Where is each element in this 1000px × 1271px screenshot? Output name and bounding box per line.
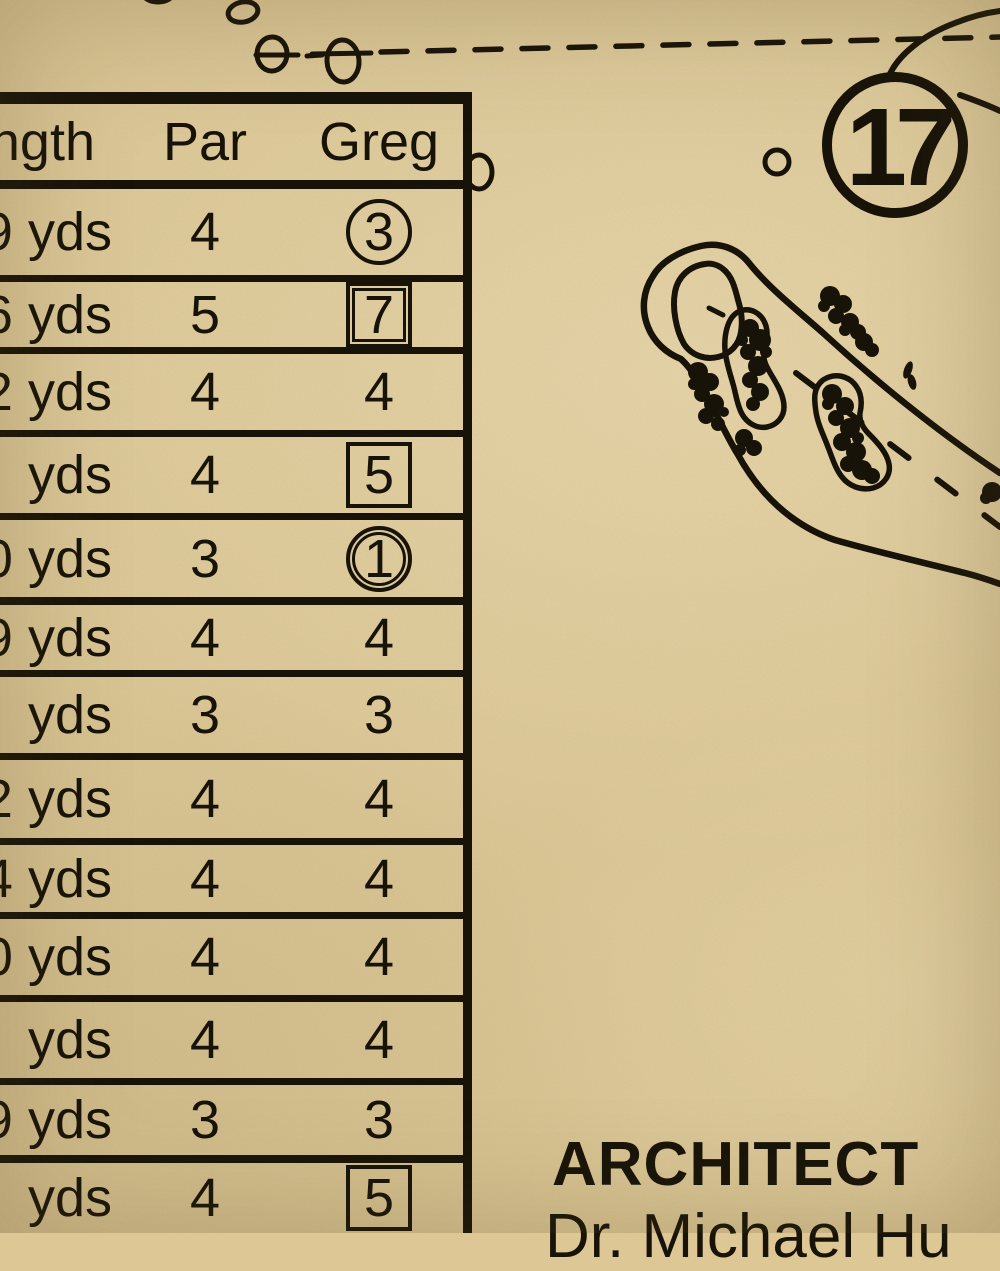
par-cell: 4 [189,927,221,987]
par-cell: 4 [189,362,221,422]
length-cell: 9 yds [0,202,112,262]
table-grid-line [0,597,472,605]
table-row: 0 yds 4 4 [0,919,1000,995]
length-cell: yds [27,685,112,745]
table-grid-line [0,513,472,520]
table-row: 0 yds 3 1 [0,520,1000,597]
length-cell: 0 yds [0,528,112,589]
scorecard-table: ngth Par Greg 9 yds 4 3 6 yds 5 7 2 yds 4 4 yds 4 5… [0,92,1000,1233]
length-cell: 9 yds [0,607,112,668]
par-cell: 4 [189,202,221,262]
score-cell: 5 [346,442,412,508]
table-grid-line [0,1078,472,1085]
table-grid-line [0,912,472,919]
length-cell: yds [27,1168,112,1228]
par-column-header: Par [162,112,248,172]
table-row: 6 yds 5 7 [0,281,1000,348]
score-marker-double-circle: 1 [346,525,412,592]
par-cell: 4 [189,769,221,829]
par-cell: 4 [189,848,221,909]
score-cell: 4 [363,362,395,422]
table-grid-line [0,92,472,104]
table-row: 4 yds 4 4 [0,845,1000,912]
length-cell: yds [27,1010,112,1070]
length-column-header: ngth [0,112,95,172]
table-grid-line [0,838,472,845]
score-marker-circle: 3 [346,199,412,265]
length-cell: yds [27,445,112,505]
length-cell: 2 yds [0,769,112,829]
score-value: 5 [363,1168,395,1228]
length-cell: 2 yds [0,362,112,422]
length-cell: 6 yds [0,284,112,345]
score-marker-double-square: 7 [346,281,412,348]
table-grid-line [0,753,472,760]
table-row: 2 yds 4 4 [0,354,1000,430]
table-grid-line [0,180,472,189]
table-row: yds 3 3 [0,677,1000,753]
length-cell: 4 yds [0,848,112,909]
score-cell: 4 [363,927,395,987]
table-row: 9 yds 4 3 [0,189,1000,275]
table-row: 9 yds 4 4 [0,605,1000,670]
par-cell: 3 [189,528,221,589]
par-cell: 3 [189,1090,221,1150]
par-cell: 4 [189,1010,221,1070]
score-cell: 3 [363,685,395,745]
score-cell: 3 [346,199,412,265]
score-value: 1 [363,528,395,589]
score-cell: 3 [363,1090,395,1150]
architect-name: Dr. Michael Hu [545,1202,952,1271]
score-value: 7 [363,284,395,345]
par-cell: 4 [189,445,221,505]
score-marker-square: 5 [346,442,412,508]
score-cell: 4 [363,607,395,668]
score-cell: 5 [346,1165,412,1231]
par-cell: 3 [189,685,221,745]
par-cell: 5 [189,284,221,345]
score-cell: 7 [346,281,412,348]
score-marker-square: 5 [346,1165,412,1231]
table-row: yds 4 4 [0,1002,1000,1078]
score-cell: 4 [363,1010,395,1070]
table-grid-line [0,347,472,354]
length-cell: 0 yds [0,927,112,987]
score-cell: 4 [363,769,395,829]
table-grid-line [0,1155,472,1163]
table-header-row: ngth Par Greg [0,104,1000,180]
par-cell: 4 [189,607,221,668]
player-column-header: Greg [318,112,440,172]
par-cell: 4 [189,1168,221,1228]
length-cell: 9 yds [0,1090,112,1150]
table-grid-line [0,995,472,1002]
score-value: 3 [363,202,395,262]
score-cell: 1 [346,525,412,592]
score-value: 5 [363,445,395,505]
architect-heading: ARCHITECT [552,1130,920,1199]
table-grid-line [0,670,472,677]
score-cell: 4 [363,848,395,909]
table-grid-line [0,430,472,437]
table-row: yds 4 5 [0,437,1000,513]
table-row: 2 yds 4 4 [0,760,1000,838]
